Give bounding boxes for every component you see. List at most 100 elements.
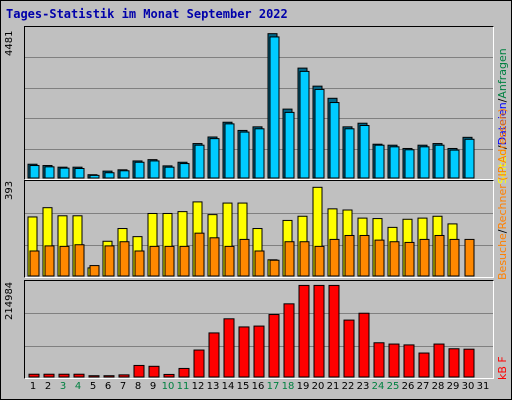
legend-sep-1: / <box>496 98 509 103</box>
files-bar-13 <box>209 138 220 179</box>
visits-bar-3 <box>59 245 70 277</box>
day-label-9: 9 <box>149 381 157 392</box>
day-label-13: 13 <box>206 381 220 392</box>
visits-bar-16 <box>254 250 265 277</box>
visits-bar-9 <box>149 245 160 277</box>
kb-bar-13 <box>208 332 220 378</box>
visits-bar-20 <box>314 245 325 277</box>
day-label-20: 20 <box>311 381 325 392</box>
files-bar-10 <box>164 166 175 179</box>
files-bar-6 <box>104 172 115 179</box>
visits-bar-30 <box>464 238 475 277</box>
day-label-17: 17 <box>266 381 280 392</box>
day-label-5: 5 <box>89 381 97 392</box>
kb-bar-21 <box>328 284 340 378</box>
files-bar-28 <box>434 144 445 179</box>
visits-panel <box>24 180 494 278</box>
kb-bar-27 <box>418 352 430 378</box>
kb-bar-4 <box>73 373 85 378</box>
panel3-max-label-wrap: 214984 <box>2 280 22 340</box>
legend-sep-3: / <box>496 229 509 234</box>
day-label-31: 31 <box>476 381 490 392</box>
kb-bar-5 <box>88 375 100 378</box>
kb-bar-8 <box>133 364 145 378</box>
kb-bar-2 <box>43 373 55 378</box>
visits-bar-17 <box>269 259 280 277</box>
visits-bar-22 <box>344 234 355 277</box>
hits-panel <box>24 26 494 180</box>
visits-bar-5 <box>89 265 100 277</box>
panel2-max-label: 393 <box>4 180 15 200</box>
visits-bar-14 <box>224 245 235 277</box>
day-label-4: 4 <box>74 381 82 392</box>
day-label-8: 8 <box>134 381 142 392</box>
visits-bar-2 <box>44 245 55 277</box>
day-label-25: 25 <box>386 381 400 392</box>
files-bar-27 <box>419 146 430 179</box>
day-label-26: 26 <box>401 381 415 392</box>
visits-bar-26 <box>404 241 415 277</box>
kb-bar-3 <box>58 373 70 378</box>
files-bar-20 <box>314 88 325 179</box>
files-bar-19 <box>299 70 310 179</box>
kb-bar-24 <box>373 342 385 378</box>
files-bar-21 <box>329 102 340 179</box>
visits-bar-10 <box>164 245 175 277</box>
day-label-16: 16 <box>251 381 265 392</box>
day-label-7: 7 <box>119 381 127 392</box>
files-bar-14 <box>224 123 235 179</box>
day-axis: 1 2 3 4 5 6 7 8 9 10 11 12 13 14 15 16 17 18 19 20 21 22 23 24 2… <box>24 381 492 395</box>
kb-bar-25 <box>388 343 400 378</box>
visits-bar-19 <box>299 241 310 277</box>
visits-bar-24 <box>374 239 385 277</box>
files-bar-15 <box>239 131 250 179</box>
kb-bar-22 <box>343 319 355 378</box>
kb-bar-1 <box>28 373 40 378</box>
visits-bar-29 <box>449 238 460 277</box>
kb-bar-15 <box>238 326 250 378</box>
day-label-21: 21 <box>326 381 340 392</box>
files-bar-23 <box>359 125 370 179</box>
files-bar-5 <box>89 174 100 179</box>
kb-plot <box>25 284 493 378</box>
visits-bar-11 <box>179 245 190 277</box>
files-bar-4 <box>74 167 85 179</box>
visits-bar-7 <box>119 241 130 277</box>
files-bar-8 <box>134 161 145 179</box>
chart-title: Tages-Statistik im Monat September 2022 <box>6 7 288 21</box>
day-label-6: 6 <box>104 381 112 392</box>
day-label-10: 10 <box>161 381 175 392</box>
visits-plot <box>25 186 493 277</box>
files-bar-1 <box>29 165 40 179</box>
hits-plot <box>25 33 493 179</box>
panel1-max-label-wrap: 4481 <box>2 28 22 88</box>
panel2-legend: Besuche/Rechner (IP-Adressen) <box>494 108 510 280</box>
kb-bar-19 <box>298 284 310 378</box>
files-bar-7 <box>119 170 130 179</box>
kb-bar-6 <box>103 375 115 378</box>
legend-sites: Rechner (IP-Adressen) <box>496 108 509 230</box>
day-label-24: 24 <box>371 381 385 392</box>
day-label-22: 22 <box>341 381 355 392</box>
day-label-23: 23 <box>356 381 370 392</box>
kb-bar-7 <box>118 374 130 378</box>
visits-bar-12 <box>194 232 205 277</box>
day-label-12: 12 <box>191 381 205 392</box>
visits-bar-6 <box>104 245 115 277</box>
day-label-11: 11 <box>176 381 190 392</box>
kb-bar-23 <box>358 312 370 378</box>
files-bar-29 <box>449 149 460 179</box>
day-label-3: 3 <box>59 381 67 392</box>
files-bar-11 <box>179 163 190 179</box>
files-bar-16 <box>254 128 265 179</box>
kb-panel <box>24 280 494 379</box>
kb-bar-20 <box>313 284 325 378</box>
files-bar-3 <box>59 167 70 179</box>
files-bar-12 <box>194 144 205 179</box>
kb-bar-28 <box>433 343 445 378</box>
visits-bar-18 <box>284 241 295 277</box>
files-bar-22 <box>344 128 355 179</box>
kb-bar-30 <box>463 348 475 378</box>
files-bar-25 <box>389 146 400 179</box>
day-label-28: 28 <box>431 381 445 392</box>
